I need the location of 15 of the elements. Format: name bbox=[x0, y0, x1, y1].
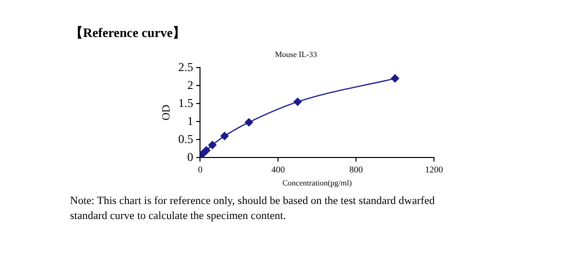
text: 【Reference curve】 bbox=[70, 24, 186, 42]
y-tick-label: 2.5 bbox=[178, 60, 194, 74]
y-tick-label: 2 bbox=[187, 78, 194, 92]
x-tick-label: 400 bbox=[271, 164, 286, 174]
x-tick-label: 0 bbox=[198, 164, 203, 174]
y-tick-label: 0 bbox=[187, 150, 194, 164]
y-tick-label: 1 bbox=[187, 114, 194, 128]
x-tick-label: 1200 bbox=[425, 164, 444, 174]
x-axis-title: Concentration(pg/ml) bbox=[282, 178, 352, 188]
x-tick-label: 800 bbox=[349, 164, 364, 174]
chart-title: Mouse IL-33 bbox=[275, 50, 317, 59]
y-axis-title: OD bbox=[160, 104, 172, 121]
y-tick-label: 1.5 bbox=[178, 96, 194, 110]
text: Note: This chart is for reference only, should be based on the test standard dwarfed standard curve to calculate the specimen content. bbox=[70, 194, 436, 224]
y-tick-label: 0.5 bbox=[178, 132, 194, 146]
